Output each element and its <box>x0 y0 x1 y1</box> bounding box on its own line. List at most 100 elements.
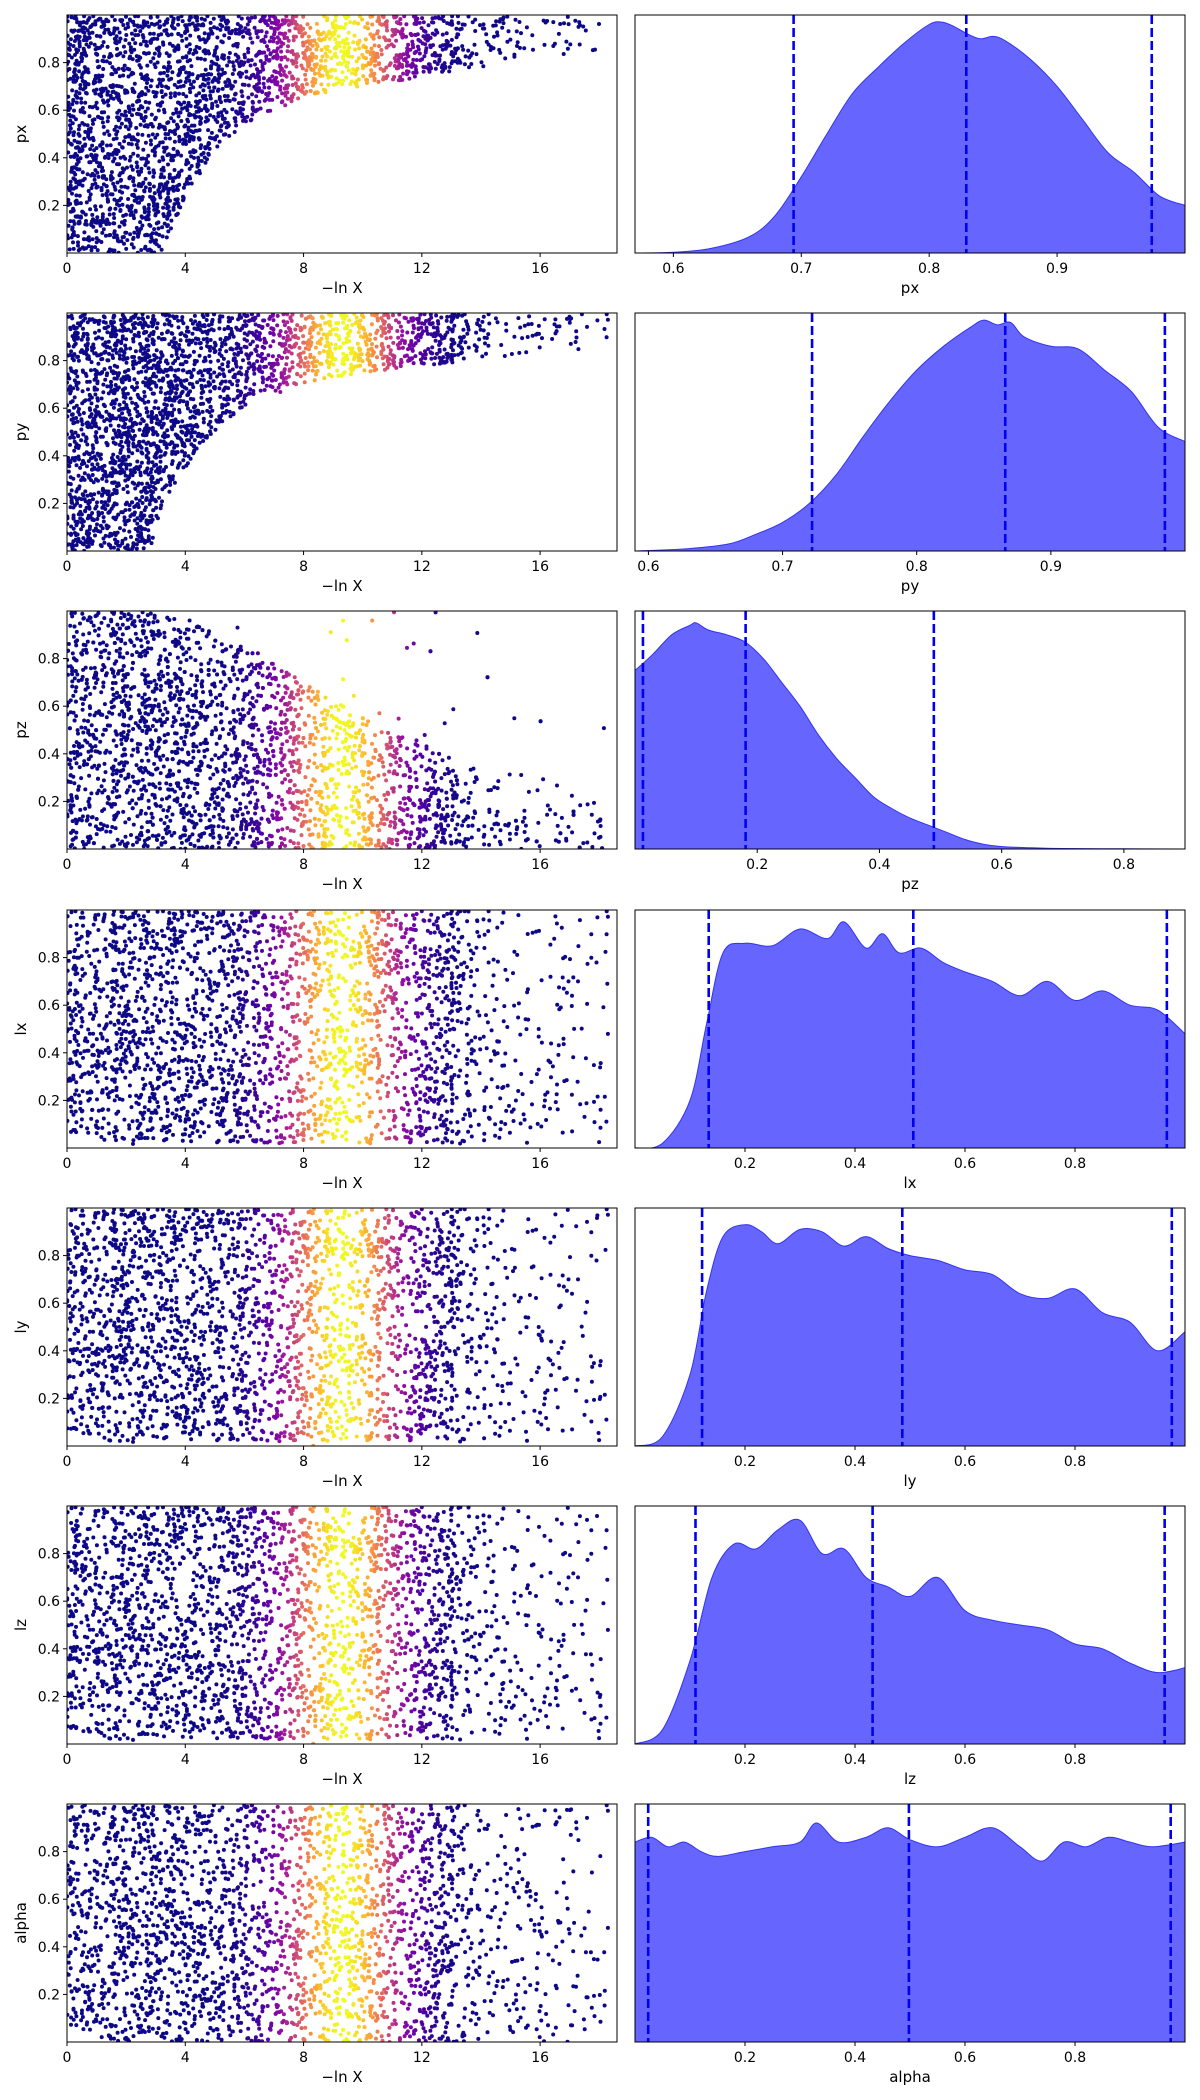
scatter-point <box>154 46 159 51</box>
scatter-point <box>134 142 139 147</box>
scatter-point <box>100 230 105 235</box>
scatter-point <box>458 335 462 340</box>
scatter-point <box>114 148 119 152</box>
scatter-point <box>68 126 73 131</box>
scatter-point <box>352 20 357 25</box>
scatter-point <box>67 15 70 19</box>
scatter-point <box>318 323 322 328</box>
scatter-point <box>192 448 197 453</box>
scatter-point <box>76 380 81 385</box>
scatter-point <box>97 64 102 69</box>
scatter-point <box>165 361 170 366</box>
scatter-point <box>312 63 317 68</box>
scatter-point <box>99 94 104 99</box>
scatter-point <box>250 40 255 45</box>
scatter-point <box>122 425 127 430</box>
scatter-point <box>116 428 121 433</box>
scatter-point <box>190 72 195 77</box>
scatter-point <box>186 125 191 130</box>
scatter-point <box>360 313 364 318</box>
scatter-point <box>165 73 170 78</box>
scatter-point <box>124 360 129 365</box>
x-tick-label: 0.8 <box>918 261 940 277</box>
scatter-point <box>105 358 110 363</box>
scatter-point <box>87 136 92 141</box>
scatter-point <box>112 221 117 226</box>
scatter-point <box>408 47 413 52</box>
scatter-point <box>115 202 119 207</box>
scatter-point <box>310 327 315 332</box>
scatter-point <box>486 332 491 337</box>
scatter-point <box>419 26 424 31</box>
scatter-point <box>377 18 382 23</box>
scatter-point <box>235 383 240 388</box>
scatter-point <box>289 49 293 54</box>
scatter-point <box>230 72 235 76</box>
scatter-point <box>350 346 355 351</box>
scatter-point <box>194 44 199 49</box>
scatter-point <box>205 15 210 19</box>
scatter-point <box>433 15 438 20</box>
scatter-point <box>142 205 147 210</box>
scatter-point <box>101 124 106 129</box>
scatter-point <box>151 363 156 368</box>
scatter-point <box>313 71 317 76</box>
scatter-point <box>164 465 168 469</box>
scatter-point <box>412 15 416 19</box>
scatter-point <box>275 323 280 328</box>
scatter-point <box>109 85 114 89</box>
scatter-point <box>536 323 541 328</box>
scatter-point <box>450 329 455 334</box>
scatter-point <box>184 44 189 49</box>
scatter-point <box>158 454 163 459</box>
scatter-point <box>256 29 261 34</box>
scatter-point <box>114 328 118 333</box>
scatter-point <box>122 63 127 68</box>
scatter-point <box>189 442 194 447</box>
scatter-point <box>142 118 146 123</box>
scatter-point <box>434 351 439 356</box>
scatter-point <box>70 232 75 237</box>
scatter-point <box>113 40 118 45</box>
scatter-point <box>135 23 140 28</box>
scatter-point <box>439 334 444 339</box>
scatter-point <box>173 128 177 133</box>
scatter-point <box>518 325 523 330</box>
scatter-point <box>576 347 581 352</box>
scatter-point <box>176 377 180 382</box>
scatter-point <box>157 51 162 56</box>
scatter-point <box>169 116 174 121</box>
scatter-point <box>394 20 399 25</box>
scatter-point <box>130 57 135 62</box>
scatter-point <box>97 426 102 431</box>
scatter-point <box>279 100 284 105</box>
scatter-point <box>429 66 433 71</box>
scatter-point <box>147 502 152 507</box>
scatter-point <box>195 18 200 23</box>
scatter-point <box>319 38 324 43</box>
scatter-point <box>142 124 147 129</box>
scatter-point <box>72 130 76 135</box>
scatter-point <box>215 55 220 60</box>
scatter-point <box>162 435 167 440</box>
scatter-point <box>270 363 275 368</box>
scatter-point <box>104 429 108 433</box>
scatter-point <box>158 369 163 374</box>
scatter-point <box>324 336 329 341</box>
scatter-point <box>79 320 84 325</box>
scatter-point <box>202 324 207 329</box>
scatter-point <box>247 361 252 366</box>
scatter-point <box>477 323 482 328</box>
scatter-point <box>205 340 210 344</box>
scatter-point <box>81 46 86 51</box>
scatter-point <box>445 330 450 335</box>
scatter-point <box>143 100 148 104</box>
scatter-point <box>356 77 361 82</box>
scatter-point <box>178 332 183 337</box>
scatter-point <box>117 97 121 102</box>
scatter-point <box>460 346 465 351</box>
scatter-point <box>135 111 139 116</box>
scatter-point <box>208 405 213 410</box>
scatter-point <box>126 197 131 201</box>
